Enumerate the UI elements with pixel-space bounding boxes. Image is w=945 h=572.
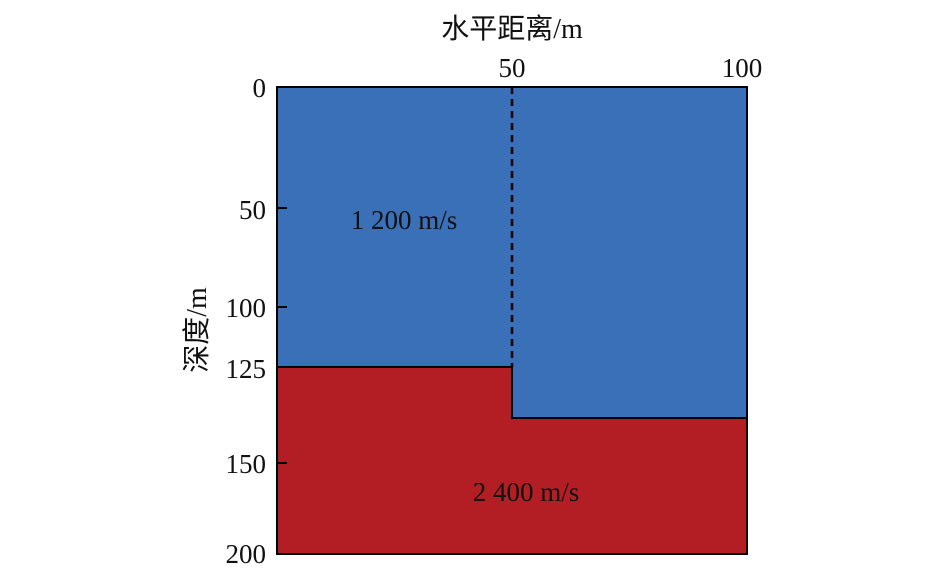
- y-tick-label-100: 100: [226, 293, 267, 323]
- lower-layer-velocity-label: 2 400 m/s: [473, 477, 580, 507]
- y-axis-title: 深度/m: [181, 287, 213, 373]
- x-tick-label-50: 50: [499, 53, 526, 83]
- y-tick-label-50: 50: [239, 195, 266, 225]
- y-tick-label-150: 150: [226, 449, 267, 479]
- y-tick-label-200: 200: [226, 539, 267, 569]
- y-tick-marks: [277, 86, 287, 464]
- x-axis-title: 水平距离/m: [441, 13, 583, 45]
- upper-layer-velocity-label: 1 200 m/s: [351, 205, 458, 235]
- model-frame: [276, 86, 748, 555]
- y-tick-label-125: 125: [226, 354, 267, 384]
- y-tick-label-0: 0: [253, 73, 267, 103]
- x-tick-label-100: 100: [722, 53, 763, 83]
